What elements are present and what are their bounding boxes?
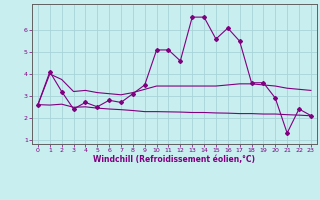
X-axis label: Windchill (Refroidissement éolien,°C): Windchill (Refroidissement éolien,°C) [93,155,255,164]
